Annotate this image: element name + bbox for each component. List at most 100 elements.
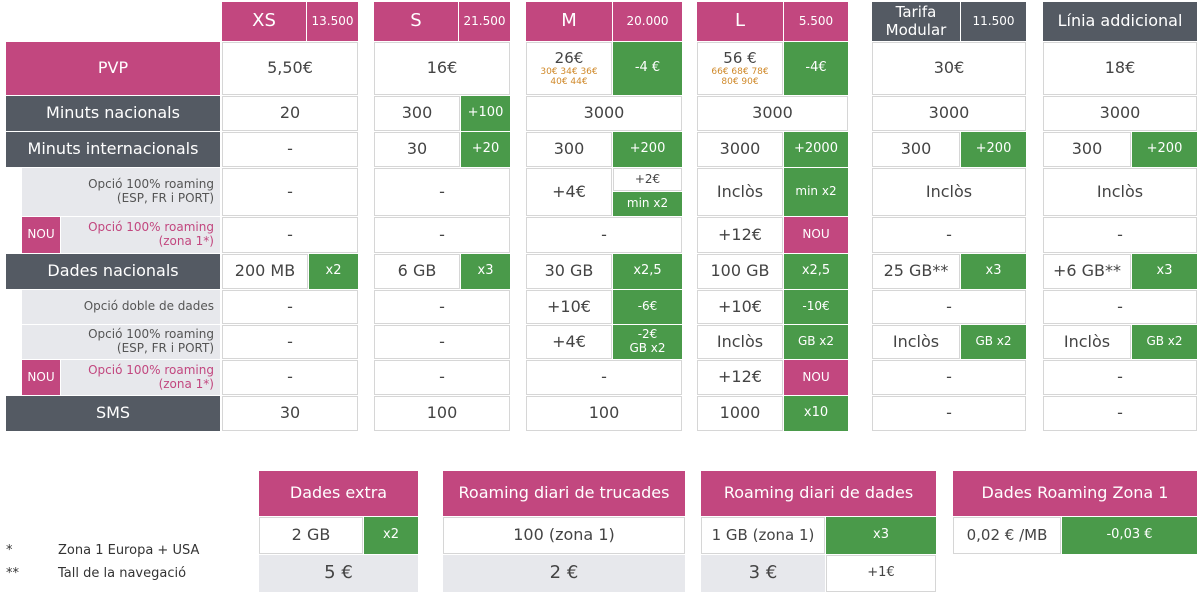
pvp-s: 16€ [374,42,510,95]
rz2-m: - [526,360,682,395]
dd-l-discount: -10€ [784,290,848,324]
re-m: +4€ [526,168,612,216]
plan-xs-header: XS [222,2,306,41]
mi-l-extra: +2000 [784,132,848,167]
footnote-text: Zona 1 Europa + USA [58,543,200,558]
plan-l-header: L [697,2,783,41]
plan-s-header: S [374,2,458,41]
rz-m: - [526,217,682,253]
rz2-xs: - [222,360,358,395]
pvp-linia: 18€ [1043,42,1197,95]
extra-roaming-dades-extra: +1€ [826,555,936,592]
sms-xs: 30 [222,396,358,431]
row-label-doble-dades: Opció doble de dades [22,290,220,324]
rz-l: +12€ [697,217,783,253]
re-l: Inclòs [697,168,783,216]
plan-m-count: 20.000 [613,2,682,41]
plan-l-count: 5.500 [784,2,848,41]
dd-m: +10€ [526,290,612,324]
pvp-modular: 30€ [872,42,1026,95]
re-m-extra: min x2 [613,192,682,216]
extra-roaming-dades-value: 1 GB (zona 1) [701,517,825,554]
sms-linia: - [1043,396,1197,431]
sms-m: 100 [526,396,682,431]
mi-m: 300 [526,132,612,167]
row-label-roaming-zona1: Opció 100% roaming (zona 1*) [61,217,220,253]
plan-xs-count: 13.500 [307,2,358,41]
dd-xs: - [222,290,358,324]
extra-zona1-discount: -0,03 € [1062,517,1197,554]
plan-modular-header: Tarifa Modular [872,2,960,41]
plan-m-header: M [526,2,612,41]
extra-trucades-title: Roaming diari de trucades [443,471,685,516]
re2-m-extra: -2€ GB x2 [613,325,682,359]
dn-l: 100 GB [697,254,783,289]
re-l-extra: min x2 [784,168,848,216]
re-linia: Inclòs [1043,168,1197,216]
re2-modular: Inclòs [872,325,960,359]
mn-linia: 3000 [1043,96,1197,131]
rz-modular: - [872,217,1026,253]
extra-zona1-value: 0,02 € /MB [953,517,1061,554]
footnote-text: Tall de la navegació [58,566,187,581]
sms-l-extra: x10 [784,396,848,431]
re2-xs: - [222,325,358,359]
extra-roaming-dades-price: 3 € [701,555,825,592]
mn-xs: 20 [222,96,358,131]
dn-m-extra: x2,5 [613,254,682,289]
pvp-l-price: 56 € [723,48,757,67]
dd-s: - [374,290,510,324]
row-label-roaming-esp-dades: Opció 100% roaming (ESP, FR i PORT) [22,325,220,359]
row-label-pvp: PVP [6,42,220,95]
extra-dades-title: Dades extra [259,471,418,516]
dn-xs: 200 MB [222,254,308,289]
sms-s: 100 [374,396,510,431]
dn-m: 30 GB [526,254,612,289]
re-xs: - [222,168,358,216]
pvp-xs: 5,50€ [222,42,358,95]
extra-dades-value: 2 GB [259,517,363,554]
pvp-m-discount: -4 € [613,42,682,95]
sms-modular: - [872,396,1026,431]
dn-s: 6 GB [374,254,460,289]
extra-trucades-price: 2 € [443,555,685,592]
rz2-l: +12€ [697,360,783,395]
re2-l: Inclòs [697,325,783,359]
mn-modular: 3000 [872,96,1026,131]
pvp-m-price: 26€ [554,48,584,67]
row-label-sms: SMS [6,396,220,431]
extra-dades-multiplier: x2 [364,517,418,554]
extra-trucades-value: 100 (zona 1) [443,517,685,554]
mn-s: 300 [374,96,460,131]
dd-l: +10€ [697,290,783,324]
rz2-linia: - [1043,360,1197,395]
rz-xs: - [222,217,358,253]
mi-l: 3000 [697,132,783,167]
dn-xs-extra: x2 [309,254,358,289]
rz-s: - [374,217,510,253]
pvp-l-discount: -4€ [784,42,848,95]
dn-modular: 25 GB** [872,254,960,289]
rz2-modular: - [872,360,1026,395]
row-label-minuts-internacionals: Minuts internacionals [6,132,220,167]
dn-l-extra: x2,5 [784,254,848,289]
dn-linia: +6 GB** [1043,254,1131,289]
nou-badge: NOU [22,360,60,395]
footnote-mark: * [6,543,13,558]
plan-linia-header: Línia addicional [1043,2,1197,41]
re-m-price: +2€ [613,168,682,191]
pvp-l-variants: 66€ 68€ 78€ 80€ 90€ [711,66,769,88]
pvp-l: 56 €66€ 68€ 78€ 80€ 90€ [697,42,783,95]
re2-m: +4€ [526,325,612,359]
row-label-minuts-nacionals: Minuts nacionals [6,96,220,131]
dn-s-extra: x3 [461,254,510,289]
dn-modular-extra: x3 [961,254,1026,289]
mi-linia: 300 [1043,132,1131,167]
rz2-s: - [374,360,510,395]
mi-modular-extra: +200 [961,132,1026,167]
footnote-mark: ** [6,566,19,581]
re2-l-extra: GB x2 [784,325,848,359]
mn-s-extra: +100 [461,96,510,131]
re2-s: - [374,325,510,359]
rz-l-nou-badge: NOU [784,217,848,253]
